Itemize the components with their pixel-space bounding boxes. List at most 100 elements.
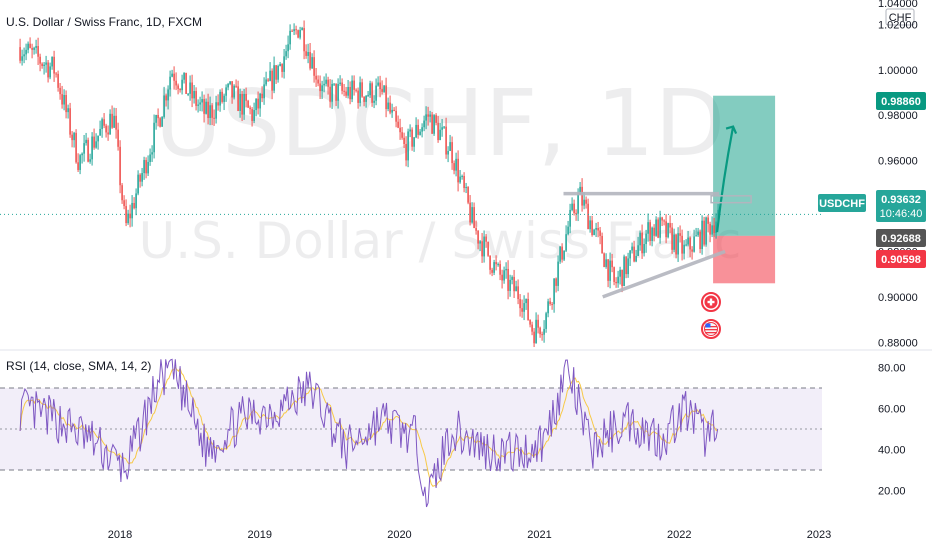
- candle-body-178: [375, 85, 377, 101]
- candle-body-255: [529, 319, 531, 325]
- candle-body-154: [327, 79, 329, 87]
- candle-body-61: [141, 173, 143, 182]
- candle-body-37: [93, 136, 95, 148]
- candle-body-12: [43, 64, 45, 67]
- candle-body-292: [603, 253, 605, 267]
- long-position-target-zone[interactable]: [713, 95, 776, 236]
- candle-body-59: [137, 174, 139, 194]
- candle-body-97: [213, 117, 215, 119]
- time-axis[interactable]: 2018 2019 2020 2021 2022 2023: [108, 529, 831, 541]
- candle-body-229: [477, 230, 479, 244]
- candle-body-326: [671, 227, 673, 250]
- symbol-value-bg: [876, 190, 926, 222]
- candle-body-317: [653, 227, 655, 236]
- candle-body-14: [47, 62, 49, 78]
- long-position-stop-zone[interactable]: [713, 235, 776, 284]
- candle-body-322: [663, 220, 665, 222]
- candle-body-69: [157, 115, 159, 119]
- candle-body-181: [381, 89, 383, 92]
- candle-body-277: [573, 203, 575, 213]
- time-tick-1: 2019: [247, 529, 271, 541]
- candle-body-50: [119, 146, 121, 186]
- candle-body-269: [557, 261, 559, 286]
- currency-box[interactable]: [885, 8, 915, 26]
- candle-body-35: [89, 159, 91, 162]
- candle-body-27: [73, 132, 75, 141]
- candle-body-318: [655, 219, 657, 236]
- candle-body-106: [231, 81, 233, 98]
- candle-body-271: [561, 246, 563, 260]
- symbol-price-badge: USDCHF 0.93632 10:46:40: [818, 190, 926, 222]
- candle-body-250: [519, 299, 521, 309]
- candle-body-346: [711, 225, 713, 235]
- candle-body-143: [305, 51, 307, 56]
- candle-body-41: [101, 119, 103, 129]
- price-tick-0: 1.02000: [878, 19, 918, 31]
- candle-body-158: [335, 83, 337, 101]
- candle-body-342: [703, 220, 705, 245]
- price-ticks: 1.020001.000000.980000.960000.940000.920…: [878, 19, 918, 349]
- candle-body-330: [679, 233, 681, 236]
- candle-body-329: [677, 233, 679, 255]
- candle-body-304: [627, 258, 629, 275]
- candle-body-328: [675, 234, 677, 255]
- candle-body-200: [419, 131, 421, 135]
- candle-body-321: [661, 217, 663, 221]
- candle-body-164: [347, 86, 349, 96]
- candle-body-63: [145, 160, 147, 174]
- candle-body-263: [545, 313, 547, 329]
- rsi-axis[interactable]: 80.00 60.00 40.00 20.00: [878, 363, 906, 498]
- projection-arrow[interactable]: [715, 125, 738, 233]
- candle-body-198: [415, 124, 417, 138]
- candle-body-74: [167, 89, 169, 101]
- candle-body-195: [409, 129, 411, 132]
- candle-body-183: [385, 85, 387, 110]
- candle-body-51: [121, 185, 123, 201]
- symbol-name-bg: [818, 194, 866, 212]
- price-axis-top-label: 1.04000: [878, 0, 918, 10]
- candle-body-214: [447, 150, 449, 155]
- event-marker-ch[interactable]: [701, 292, 721, 312]
- candle-body-122: [263, 84, 265, 99]
- candle-body-284: [587, 203, 589, 230]
- candle-body-325: [669, 223, 671, 228]
- stop-badge-bg: [876, 250, 926, 268]
- price-axis[interactable]: 1.04000 CHF 1.02000 1.00000 0.98000 0.96000…: [878, 0, 918, 349]
- us-flag-stripe-1: [705, 326, 717, 328]
- rsi-tick-0: 80.00: [878, 363, 906, 375]
- candle-body-348: [715, 221, 717, 233]
- breakout-box[interactable]: [710, 195, 752, 204]
- candle-body-30: [79, 155, 81, 170]
- candle-body-303: [625, 256, 627, 275]
- currency-label: CHF: [889, 12, 912, 24]
- candle-body-240: [499, 264, 501, 275]
- rsi-tick-2: 40.00: [878, 445, 906, 457]
- candle-body-150: [319, 83, 321, 92]
- candle-body-182: [383, 85, 385, 92]
- support-trendline[interactable]: [602, 249, 726, 299]
- candle-body-160: [339, 82, 341, 85]
- candle-body-220: [459, 176, 461, 183]
- us-flag-stripe-2: [705, 329, 717, 331]
- long-position-tool[interactable]: [713, 95, 776, 284]
- candle-body-332: [683, 244, 685, 254]
- candle-body-23: [65, 95, 67, 113]
- candle-body-296: [611, 260, 613, 268]
- entry-price-badge: 0.92688: [876, 229, 926, 247]
- event-marker-us[interactable]: [701, 319, 721, 339]
- candle-body-209: [437, 122, 439, 141]
- candle-body-204: [427, 114, 429, 117]
- candle-body-96: [211, 105, 213, 118]
- candle-body-28: [75, 132, 77, 163]
- time-tick-4: 2022: [667, 529, 691, 541]
- candle-body-279: [577, 194, 579, 214]
- candle-body-52: [123, 200, 125, 207]
- candle-body-275: [569, 209, 571, 227]
- candle-body-202: [423, 120, 425, 128]
- candle-body-98: [215, 102, 217, 119]
- candle-body-159: [337, 84, 339, 101]
- candle-body-227: [473, 207, 475, 229]
- candle-body-87: [193, 91, 195, 99]
- price-tick-7: 0.88000: [878, 337, 918, 349]
